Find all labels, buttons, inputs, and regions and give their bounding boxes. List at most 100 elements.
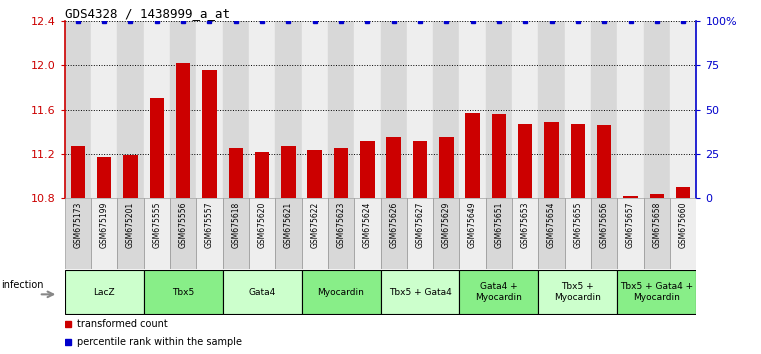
Bar — [176, 63, 190, 198]
Bar — [644, 21, 670, 198]
Text: GSM675627: GSM675627 — [416, 202, 425, 248]
Bar — [249, 21, 275, 198]
Text: GSM675649: GSM675649 — [468, 202, 477, 248]
Bar — [144, 270, 223, 314]
Text: GSM675655: GSM675655 — [573, 202, 582, 248]
Text: GSM675201: GSM675201 — [126, 202, 135, 248]
Bar — [380, 21, 407, 198]
Text: Tbx5 +
Myocardin: Tbx5 + Myocardin — [555, 282, 601, 302]
Bar — [676, 187, 690, 198]
Bar — [281, 146, 295, 198]
Text: Tbx5 + Gata4: Tbx5 + Gata4 — [389, 287, 451, 297]
Bar — [544, 122, 559, 198]
Text: GSM675622: GSM675622 — [310, 202, 319, 248]
Bar — [486, 198, 512, 269]
Bar — [360, 141, 374, 198]
Bar — [597, 125, 611, 198]
Text: GSM675557: GSM675557 — [205, 202, 214, 248]
Bar — [466, 113, 480, 198]
Bar — [354, 21, 380, 198]
Bar — [65, 21, 91, 198]
Bar — [334, 148, 349, 198]
Bar — [144, 21, 170, 198]
Bar — [307, 150, 322, 198]
Bar — [512, 21, 539, 198]
Text: GSM675626: GSM675626 — [389, 202, 398, 248]
Bar — [249, 198, 275, 269]
Bar — [170, 198, 196, 269]
Text: GSM675654: GSM675654 — [547, 202, 556, 248]
Bar — [433, 21, 460, 198]
Bar — [196, 198, 222, 269]
Text: GSM675656: GSM675656 — [600, 202, 609, 248]
Bar — [97, 157, 111, 198]
Bar — [412, 141, 427, 198]
Bar — [202, 70, 217, 198]
Text: GSM675199: GSM675199 — [100, 202, 109, 248]
Text: GSM675620: GSM675620 — [257, 202, 266, 248]
Bar — [144, 198, 170, 269]
Text: Tbx5 + Gata4 +
Myocardin: Tbx5 + Gata4 + Myocardin — [620, 282, 693, 302]
Bar — [91, 21, 117, 198]
Bar — [170, 21, 196, 198]
Bar — [492, 114, 506, 198]
Bar — [539, 21, 565, 198]
Bar — [439, 137, 454, 198]
Bar — [150, 98, 164, 198]
Bar — [486, 21, 512, 198]
Text: GSM675623: GSM675623 — [336, 202, 345, 248]
Bar — [591, 198, 617, 269]
Bar — [301, 270, 380, 314]
Bar — [117, 21, 144, 198]
Bar — [71, 146, 85, 198]
Bar — [223, 198, 249, 269]
Bar — [407, 198, 433, 269]
Bar — [328, 21, 354, 198]
Text: GSM675173: GSM675173 — [73, 202, 82, 248]
Text: GSM675621: GSM675621 — [284, 202, 293, 248]
Bar — [123, 155, 138, 198]
Bar — [617, 198, 644, 269]
Bar — [65, 270, 144, 314]
Text: Myocardin: Myocardin — [317, 287, 365, 297]
Text: GDS4328 / 1438999_a_at: GDS4328 / 1438999_a_at — [65, 7, 230, 20]
Text: GSM675658: GSM675658 — [652, 202, 661, 248]
Bar — [539, 270, 617, 314]
Bar — [565, 198, 591, 269]
Bar — [91, 198, 117, 269]
Bar — [650, 194, 664, 198]
Bar — [65, 198, 91, 269]
Bar — [301, 198, 328, 269]
Bar — [644, 198, 670, 269]
Text: GSM675624: GSM675624 — [363, 202, 372, 248]
Text: transformed count: transformed count — [78, 319, 168, 329]
Text: Gata4: Gata4 — [248, 287, 275, 297]
Bar — [275, 198, 301, 269]
Text: GSM675555: GSM675555 — [152, 202, 161, 248]
Text: GSM675657: GSM675657 — [626, 202, 635, 248]
Text: GSM675556: GSM675556 — [179, 202, 188, 248]
Text: GSM675653: GSM675653 — [521, 202, 530, 248]
Bar — [617, 21, 644, 198]
Bar — [670, 198, 696, 269]
Bar — [460, 198, 486, 269]
Bar — [512, 198, 539, 269]
Bar — [117, 198, 144, 269]
Bar — [328, 198, 354, 269]
Bar — [670, 21, 696, 198]
Text: GSM675618: GSM675618 — [231, 202, 240, 248]
Bar — [407, 21, 433, 198]
Bar — [380, 270, 460, 314]
Bar — [460, 270, 539, 314]
Text: Tbx5: Tbx5 — [172, 287, 194, 297]
Bar — [433, 198, 460, 269]
Text: LacZ: LacZ — [94, 287, 115, 297]
Bar — [380, 198, 407, 269]
Text: GSM675660: GSM675660 — [679, 202, 688, 248]
Bar — [301, 21, 328, 198]
Bar — [354, 198, 380, 269]
Bar — [223, 270, 301, 314]
Bar — [228, 148, 243, 198]
Bar — [539, 198, 565, 269]
Bar — [255, 152, 269, 198]
